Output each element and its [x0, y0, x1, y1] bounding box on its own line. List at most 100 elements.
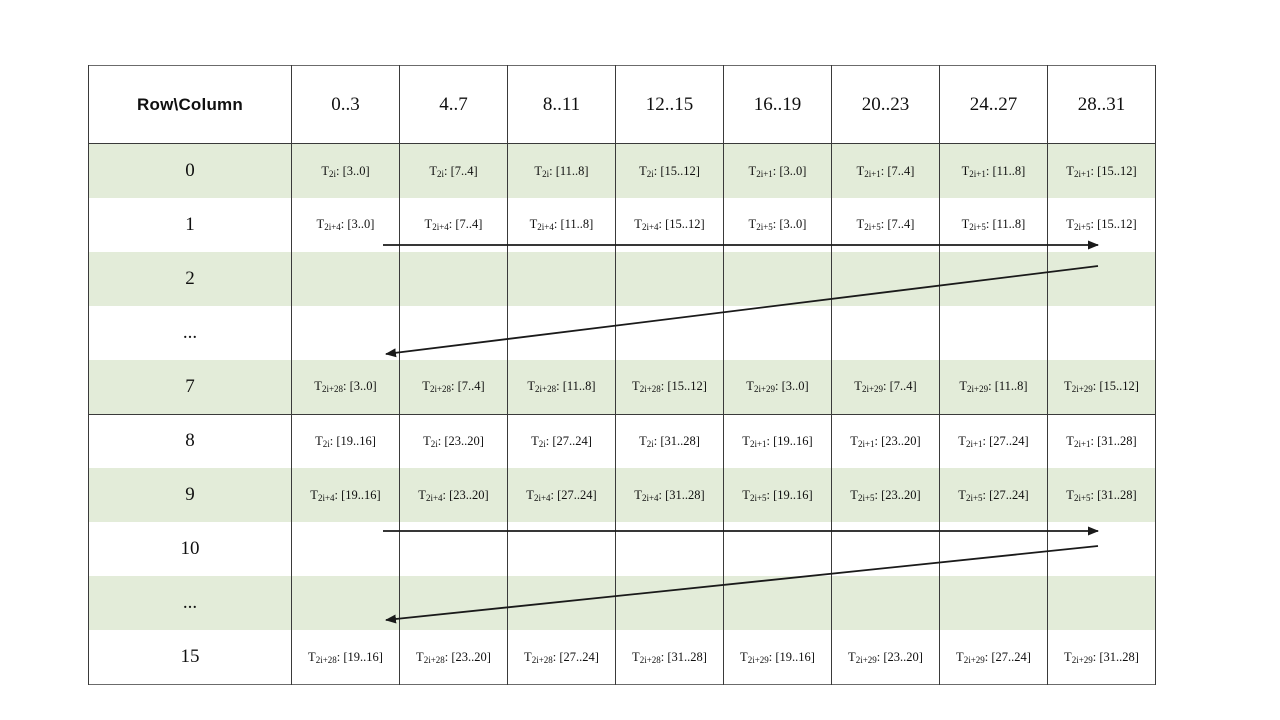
- row-label-5: 8: [88, 414, 292, 469]
- cell-base: T: [958, 434, 966, 449]
- cell-range: [27..24]: [989, 487, 1029, 502]
- cell-base: T: [854, 379, 862, 394]
- cell-base: T: [418, 487, 426, 502]
- bit-layout-table: Row\Column 0..3 4..7 8..11 12..15 16..19 20..2…: [88, 65, 1156, 685]
- table-row: 2: [88, 251, 1156, 306]
- bitfield-cell-r1-c5: T2i+5: [7..4]: [831, 197, 940, 252]
- cell-subscript: 2i+4: [425, 492, 443, 503]
- row-label-7: 10: [88, 522, 292, 577]
- bit-layout-table-wrapper: Row\Column 0..3 4..7 8..11 12..15 16..19 20..2…: [88, 65, 1156, 685]
- cell-subscript: 2i: [538, 439, 546, 450]
- bitfield-cell-r8-c7: [1047, 576, 1156, 631]
- bitfield-cell-r2-c4: [723, 251, 832, 306]
- cell-subscript: 2i+4: [641, 222, 659, 233]
- cell-subscript: 2i+1: [969, 168, 986, 179]
- bitfield-cell-r5-c5: T2i+1: [23..20]: [831, 414, 940, 469]
- bitfield-cell-r4-c7: T2i+29: [15..12]: [1047, 359, 1156, 415]
- bitfield-cell-r0-c7: T2i+1: [15..12]: [1047, 143, 1156, 198]
- bitfield-cell-r4-c6: T2i+29: [11..8]: [939, 359, 1048, 415]
- cell-subscript: 2i+5: [969, 222, 986, 233]
- cell-range: [7..4]: [450, 163, 478, 178]
- cell-base: T: [416, 649, 424, 664]
- bitfield-cell-r1-c7: T2i+5: [15..12]: [1047, 197, 1156, 252]
- cell-subscript: 2i+1: [1073, 439, 1091, 450]
- bitfield-cell-r4-c3: T2i+28: [15..12]: [615, 359, 724, 415]
- cell-base: T: [1064, 649, 1072, 664]
- cell-base: T: [958, 487, 966, 502]
- bitfield-cell-r0-c4: T2i+1: [3..0]: [723, 143, 832, 198]
- row-label-3: ...: [88, 305, 292, 360]
- cell-base: T: [429, 163, 437, 178]
- cell-range: [11..8]: [992, 217, 1026, 232]
- cell-subscript: 2i: [542, 168, 550, 179]
- bitfield-cell-r1-c1: T2i+4: [7..4]: [399, 197, 508, 252]
- bitfield-cell-r5-c6: T2i+1: [27..24]: [939, 414, 1048, 469]
- bitfield-cell-r3-c5: [831, 305, 940, 360]
- bitfield-cell-r2-c6: [939, 251, 1048, 306]
- row-label-9: 15: [88, 630, 292, 685]
- cell-subscript: 2i: [322, 439, 330, 450]
- bitfield-cell-r2-c0: [291, 251, 400, 306]
- cell-base: T: [422, 379, 430, 394]
- cell-subscript: 2i+29: [1071, 384, 1093, 395]
- bitfield-cell-r7-c2: [507, 522, 616, 577]
- bitfield-cell-r9-c3: T2i+28: [31..28]: [615, 630, 724, 685]
- cell-base: T: [748, 217, 757, 232]
- cell-subscript: 2i: [646, 439, 654, 450]
- table-body: Row\Column 0..3 4..7 8..11 12..15 16..19 20..2…: [88, 65, 1156, 685]
- cell-base: T: [316, 217, 325, 232]
- cell-range: [31..28]: [660, 434, 700, 449]
- bitfield-cell-r7-c7: [1047, 522, 1156, 577]
- cell-base: T: [424, 217, 433, 232]
- row-label-6: 9: [88, 468, 292, 523]
- bitfield-cell-r6-c0: T2i+4: [19..16]: [291, 468, 400, 523]
- table-row: 8 T2i: [19..16] T2i: [23..20] T2i: [27..24]…: [88, 414, 1156, 469]
- bitfield-cell-r4-c4: T2i+29: [3..0]: [723, 359, 832, 415]
- cell-subscript: 2i+1: [749, 439, 767, 450]
- bitfield-cell-r3-c1: [399, 305, 508, 360]
- bitfield-cell-r8-c4: [723, 576, 832, 631]
- cell-base: T: [534, 163, 543, 178]
- bitfield-cell-r4-c5: T2i+29: [7..4]: [831, 359, 940, 415]
- cell-base: T: [956, 649, 964, 664]
- cell-base: T: [314, 379, 322, 394]
- bitfield-cell-r6-c3: T2i+4: [31..28]: [615, 468, 724, 523]
- cell-range: [27..24]: [991, 649, 1031, 664]
- cell-subscript: 2i+28: [423, 654, 445, 665]
- column-header-7: 28..31: [1047, 65, 1156, 145]
- bitfield-cell-r6-c1: T2i+4: [23..20]: [399, 468, 508, 523]
- cell-subscript: 2i+29: [747, 654, 769, 665]
- bitfield-cell-r9-c1: T2i+28: [23..20]: [399, 630, 508, 685]
- cell-base: T: [527, 379, 536, 394]
- bitfield-cell-r6-c4: T2i+5: [19..16]: [723, 468, 832, 523]
- bitfield-cell-r5-c1: T2i: [23..20]: [399, 414, 508, 469]
- cell-subscript: 2i+5: [1073, 222, 1091, 233]
- bitfield-cell-r2-c2: [507, 251, 616, 306]
- cell-range: [31..28]: [1097, 487, 1137, 502]
- cell-range: [3..0]: [342, 163, 370, 178]
- cell-range: [19..16]: [773, 487, 813, 502]
- cell-base: T: [848, 649, 856, 664]
- cell-range: [7..4]: [887, 163, 915, 178]
- column-header-5: 20..23: [831, 65, 940, 145]
- column-header-6: 24..27: [939, 65, 1048, 145]
- bitfield-cell-r6-c7: T2i+5: [31..28]: [1047, 468, 1156, 523]
- bitfield-cell-r9-c5: T2i+29: [23..20]: [831, 630, 940, 685]
- cell-subscript: 2i: [646, 168, 654, 179]
- cell-base: T: [856, 163, 865, 178]
- bitfield-cell-r0-c2: T2i: [11..8]: [507, 143, 616, 198]
- cell-base: T: [1066, 487, 1074, 502]
- cell-range: [3..0]: [781, 379, 809, 394]
- table-row: 15 T2i+28: [19..16] T2i+28: [23..20] T2i+28…: [88, 630, 1156, 685]
- cell-range: [27..24]: [559, 649, 599, 664]
- bitfield-cell-r0-c0: T2i: [3..0]: [291, 143, 400, 198]
- bitfield-cell-r6-c2: T2i+4: [27..24]: [507, 468, 616, 523]
- bitfield-cell-r9-c4: T2i+29: [19..16]: [723, 630, 832, 685]
- cell-base: T: [961, 163, 970, 178]
- bitfield-cell-r8-c0: [291, 576, 400, 631]
- cell-subscript: 2i+29: [861, 384, 884, 395]
- cell-base: T: [742, 434, 750, 449]
- cell-range: [31..28]: [1099, 649, 1139, 664]
- bitfield-cell-r3-c3: [615, 305, 724, 360]
